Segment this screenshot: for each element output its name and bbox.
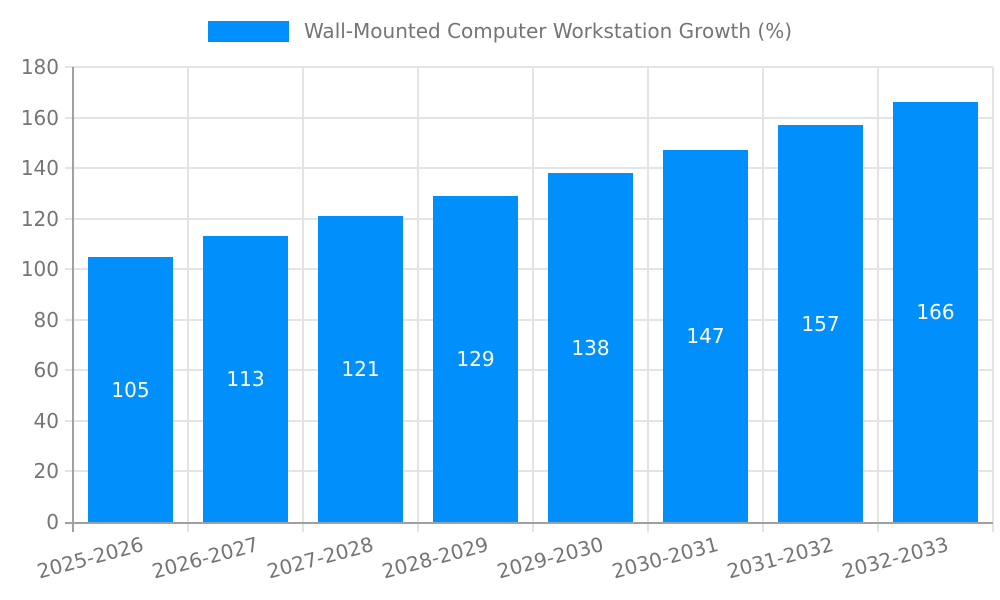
y-tick-label: 160 bbox=[20, 105, 59, 130]
y-tick-label: 100 bbox=[20, 257, 59, 282]
x-tick-label: 2030-2031 bbox=[609, 532, 722, 584]
bar-value-label: 138 bbox=[571, 335, 610, 360]
bar: 157 bbox=[778, 125, 863, 522]
v-gridline bbox=[992, 67, 994, 532]
v-gridline bbox=[877, 67, 879, 532]
h-gridline bbox=[65, 419, 993, 422]
v-gridline bbox=[532, 67, 534, 532]
legend-label: Wall-Mounted Computer Workstation Growth… bbox=[303, 19, 793, 43]
h-gridline bbox=[65, 268, 993, 271]
bar: 129 bbox=[433, 196, 518, 522]
bar: 105 bbox=[88, 257, 173, 522]
v-gridline bbox=[417, 67, 419, 532]
x-tick-label: 2027-2028 bbox=[264, 532, 377, 584]
y-tick-label: 80 bbox=[33, 307, 59, 332]
y-tick-label: 20 bbox=[33, 459, 59, 484]
v-gridline bbox=[647, 67, 649, 532]
y-tick-label: 140 bbox=[20, 156, 59, 181]
h-gridline bbox=[65, 369, 993, 372]
bar-value-label: 147 bbox=[686, 324, 725, 348]
bar: 166 bbox=[893, 102, 978, 522]
bar: 121 bbox=[318, 216, 403, 522]
h-gridline bbox=[65, 66, 993, 68]
bar-value-label: 105 bbox=[111, 377, 150, 402]
h-gridline bbox=[65, 217, 993, 220]
x-axis-line bbox=[65, 522, 993, 524]
bar: 147 bbox=[663, 150, 748, 522]
x-tick-label: 2029-2030 bbox=[494, 532, 607, 584]
bar-value-label: 157 bbox=[801, 311, 840, 336]
y-tick-label: 0 bbox=[46, 510, 59, 534]
y-tick-label: 120 bbox=[20, 206, 59, 231]
x-tick-label: 2031-2032 bbox=[724, 532, 837, 584]
x-tick-label: 2026-2027 bbox=[149, 532, 262, 584]
bar-value-label: 166 bbox=[916, 300, 955, 324]
x-tick-label: 2032-2033 bbox=[839, 532, 952, 584]
x-tick-label: 2028-2029 bbox=[379, 532, 492, 584]
h-gridline bbox=[65, 116, 993, 119]
y-tick-label: 180 bbox=[20, 55, 59, 79]
h-gridline bbox=[65, 167, 993, 170]
y-tick-label: 40 bbox=[33, 408, 59, 433]
h-gridline bbox=[65, 470, 993, 473]
y-tick-label: 60 bbox=[33, 358, 59, 383]
bar: 138 bbox=[548, 173, 633, 522]
bar-value-label: 113 bbox=[226, 367, 265, 391]
bar: 113 bbox=[203, 236, 288, 522]
v-gridline bbox=[302, 67, 304, 532]
legend: Wall-Mounted Computer Workstation Growth… bbox=[0, 20, 1000, 42]
y-axis-line bbox=[72, 67, 74, 532]
x-tick-label: 2025-2026 bbox=[34, 532, 147, 584]
v-gridline bbox=[762, 67, 764, 532]
v-gridline bbox=[187, 67, 189, 532]
h-gridline bbox=[65, 318, 993, 321]
bar-value-label: 129 bbox=[456, 347, 495, 371]
bar-value-label: 121 bbox=[341, 357, 380, 381]
legend-swatch bbox=[207, 20, 289, 42]
